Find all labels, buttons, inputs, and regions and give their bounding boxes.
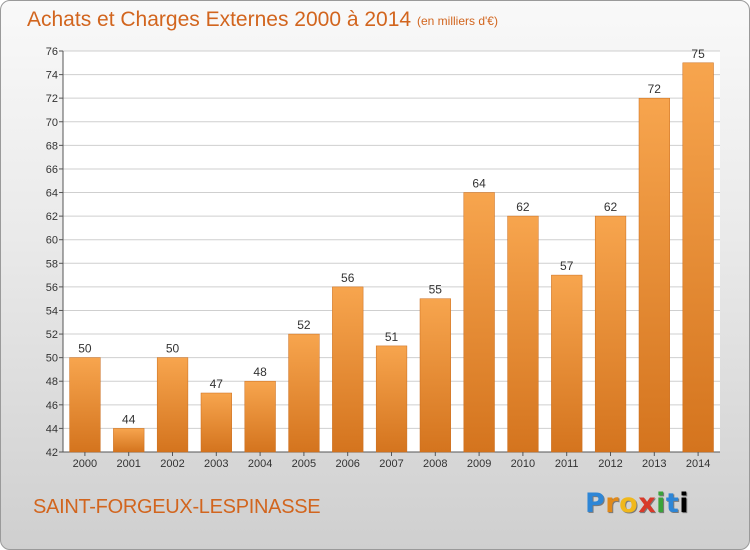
logo-letter: P [585,488,606,519]
x-tick-label: 2012 [598,458,622,470]
bar [594,215,627,453]
y-tick-label: 60 [46,235,58,247]
y-tick-label: 66 [46,164,58,176]
x-tick-label: 2003 [204,458,228,470]
y-tick-label: 56 [46,282,58,294]
bar [638,97,670,453]
value-label: 47 [210,377,224,391]
value-label: 62 [604,200,618,214]
x-tick-label: 2002 [160,458,184,470]
value-label: 51 [385,330,399,344]
value-label: 57 [560,259,574,273]
value-label: 48 [253,365,267,379]
bar [69,357,101,453]
bar [375,345,408,453]
x-tick-label: 2011 [555,458,579,470]
x-tick-label: 2009 [467,458,491,470]
y-tick-label: 42 [46,447,58,459]
value-label: 72 [648,82,662,96]
value-label: 75 [691,47,705,61]
y-tick-label: 76 [46,46,58,58]
bar [156,357,189,453]
x-tick-label: 2013 [642,458,666,470]
value-label: 50 [78,342,92,356]
bar [113,428,145,453]
value-label: 52 [297,318,311,332]
y-tick-label: 64 [46,188,58,200]
x-tick-label: 2005 [292,458,316,470]
logo-letter: i [679,488,690,519]
value-label: 44 [122,412,136,426]
y-tick-label: 58 [46,258,58,270]
proxiti-logo[interactable]: Proxiti [585,488,689,519]
commune-name: SAINT-FORGEUX-LESPINASSE [33,496,321,518]
bar [200,392,232,453]
y-tick-label: 70 [46,117,58,129]
x-tick-label: 2007 [379,458,403,470]
bar [463,192,495,453]
y-tick-label: 50 [46,353,58,365]
y-tick-label: 48 [46,376,58,388]
logo-letter: t [665,488,680,519]
chart-subtitle: (en milliers d'€) [417,14,498,28]
bar [244,380,276,453]
y-tick-label: 52 [46,329,58,341]
x-tick-label: 2000 [73,458,97,470]
y-tick-label: 72 [46,93,58,105]
x-tick-label: 2004 [248,458,272,470]
bar [507,215,539,453]
x-tick-label: 2014 [686,458,710,470]
x-tick-label: 2006 [335,458,359,470]
chart-title: Achats et Charges Externes 2000 à 2014 [27,8,412,31]
x-tick-label: 2010 [511,458,535,470]
value-label: 50 [166,342,180,356]
bar [551,274,583,453]
logo-letter: o [619,488,639,519]
bar [288,333,320,453]
y-tick-label: 46 [46,400,58,412]
bar [682,62,714,453]
value-label: 55 [429,283,443,297]
bar [419,298,451,453]
y-tick-label: 44 [46,423,58,435]
y-tick-label: 68 [46,140,58,152]
bar [332,286,364,453]
value-label: 64 [472,177,486,191]
x-tick-label: 2008 [423,458,447,470]
logo-letter: r [605,488,620,519]
y-tick-label: 62 [46,211,58,223]
value-label: 56 [341,271,355,285]
y-tick-label: 74 [46,70,58,82]
y-tick-label: 54 [46,305,58,317]
x-tick-label: 2001 [116,458,140,470]
logo-letter: i [656,488,666,519]
logo-letter: x [638,488,657,519]
value-label: 62 [516,200,530,214]
